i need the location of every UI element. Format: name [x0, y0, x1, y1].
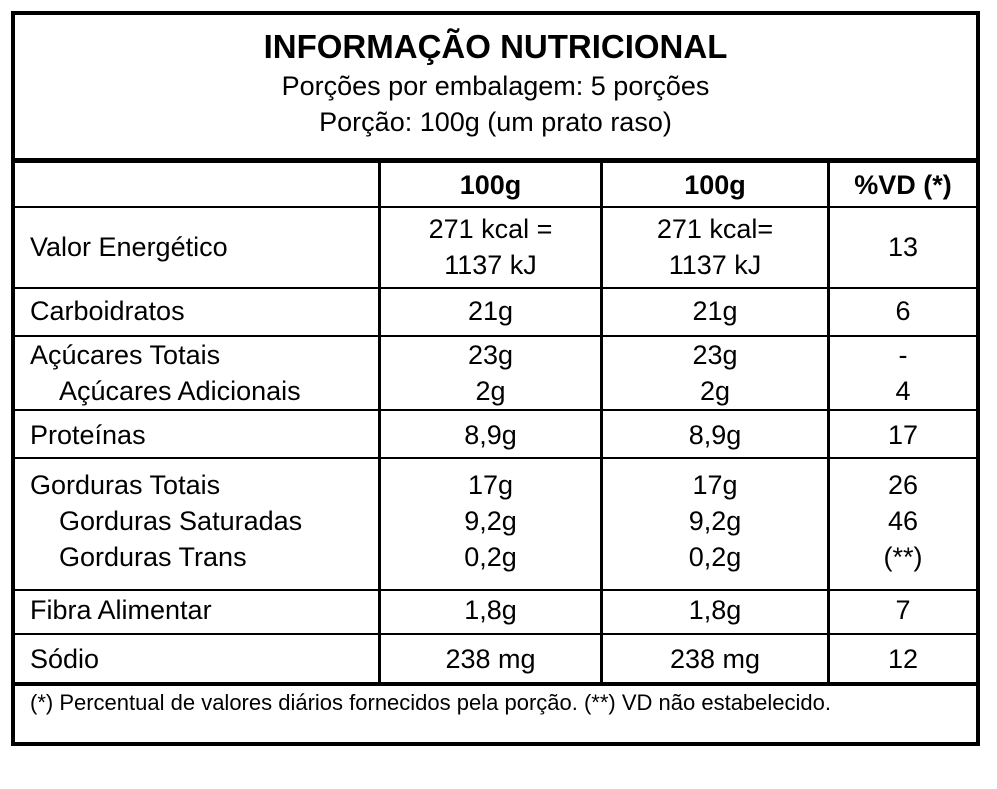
row-label-total-fat: Gorduras Totais — [30, 470, 221, 500]
energy-value-line1: 271 kcal = — [428, 214, 553, 244]
energy-value-line2: 1137 kJ — [444, 250, 537, 280]
protein-vd: 17 — [887, 420, 919, 450]
sodium-value: 238 mg — [669, 644, 761, 674]
trans-fat-vd: (**) — [883, 542, 923, 572]
saturated-fat-vd: 46 — [887, 506, 919, 536]
footnote: (*) Percentual de valores diários fornec… — [30, 690, 831, 715]
row-divider — [15, 287, 976, 289]
fiber-vd: 7 — [895, 595, 911, 625]
row-label-fiber: Fibra Alimentar — [30, 595, 212, 625]
row-divider — [15, 206, 976, 208]
row-divider — [15, 335, 976, 337]
servings-per-package: Porções por embalagem: 5 porções — [281, 71, 710, 101]
protein-value: 8,9g — [688, 420, 742, 450]
table-title: INFORMAÇÃO NUTRICIONAL — [263, 28, 728, 65]
energy-vd: 13 — [887, 232, 919, 262]
energy-value-line2: 1137 kJ — [668, 250, 762, 280]
table-header: INFORMAÇÃO NUTRICIONAL Porções por embal… — [15, 15, 976, 159]
energy-value-line1: 271 kcal= — [656, 214, 774, 244]
header-divider — [15, 158, 976, 163]
row-label-added-sugars: Açúcares Adicionais — [59, 376, 301, 406]
column-divider — [378, 162, 381, 683]
row-label-energy: Valor Energético — [30, 232, 228, 262]
row-divider — [15, 589, 976, 591]
row-label-carbs: Carboidratos — [30, 296, 185, 326]
footer-divider — [15, 682, 976, 686]
column-header-vd: %VD (*) — [854, 170, 952, 200]
sodium-vd: 12 — [887, 644, 919, 674]
serving-size: Porção: 100g (um prato raso) — [319, 107, 672, 137]
protein-value: 8,9g — [464, 420, 517, 450]
row-label-trans-fat: Gorduras Trans — [59, 542, 247, 572]
added-sugars-vd: 4 — [895, 376, 911, 406]
row-divider — [15, 633, 976, 635]
total-fat-value: 17g — [467, 470, 514, 500]
carbs-vd: 6 — [895, 296, 911, 326]
added-sugars-value: 2g — [475, 376, 506, 406]
total-fat-value: 17g — [692, 470, 738, 500]
total-fat-vd: 26 — [887, 470, 919, 500]
saturated-fat-value: 9,2g — [464, 506, 517, 536]
column-divider — [827, 162, 830, 683]
saturated-fat-value: 9,2g — [688, 506, 742, 536]
total-sugars-vd: - — [898, 340, 908, 370]
added-sugars-value: 2g — [699, 376, 731, 406]
column-header-100g: 100g — [459, 170, 522, 200]
sodium-value: 238 mg — [445, 644, 536, 674]
row-label-total-sugars: Açúcares Totais — [30, 340, 221, 370]
column-header-100g: 100g — [684, 170, 746, 200]
row-divider — [15, 409, 976, 411]
row-label-saturated-fat: Gorduras Saturadas — [59, 506, 303, 536]
total-sugars-value: 23g — [692, 340, 738, 370]
total-sugars-value: 23g — [467, 340, 514, 370]
fiber-value: 1,8g — [464, 595, 517, 625]
trans-fat-value: 0,2g — [688, 542, 742, 572]
row-label-sodium: Sódio — [30, 644, 100, 674]
row-divider — [15, 457, 976, 459]
column-divider — [600, 162, 603, 683]
carbs-value: 21g — [467, 296, 514, 326]
nutrition-facts-table: INFORMAÇÃO NUTRICIONAL Porções por embal… — [11, 11, 980, 746]
trans-fat-value: 0,2g — [464, 542, 517, 572]
row-label-protein: Proteínas — [30, 420, 146, 450]
fiber-value: 1,8g — [688, 595, 742, 625]
carbs-value: 21g — [692, 296, 738, 326]
